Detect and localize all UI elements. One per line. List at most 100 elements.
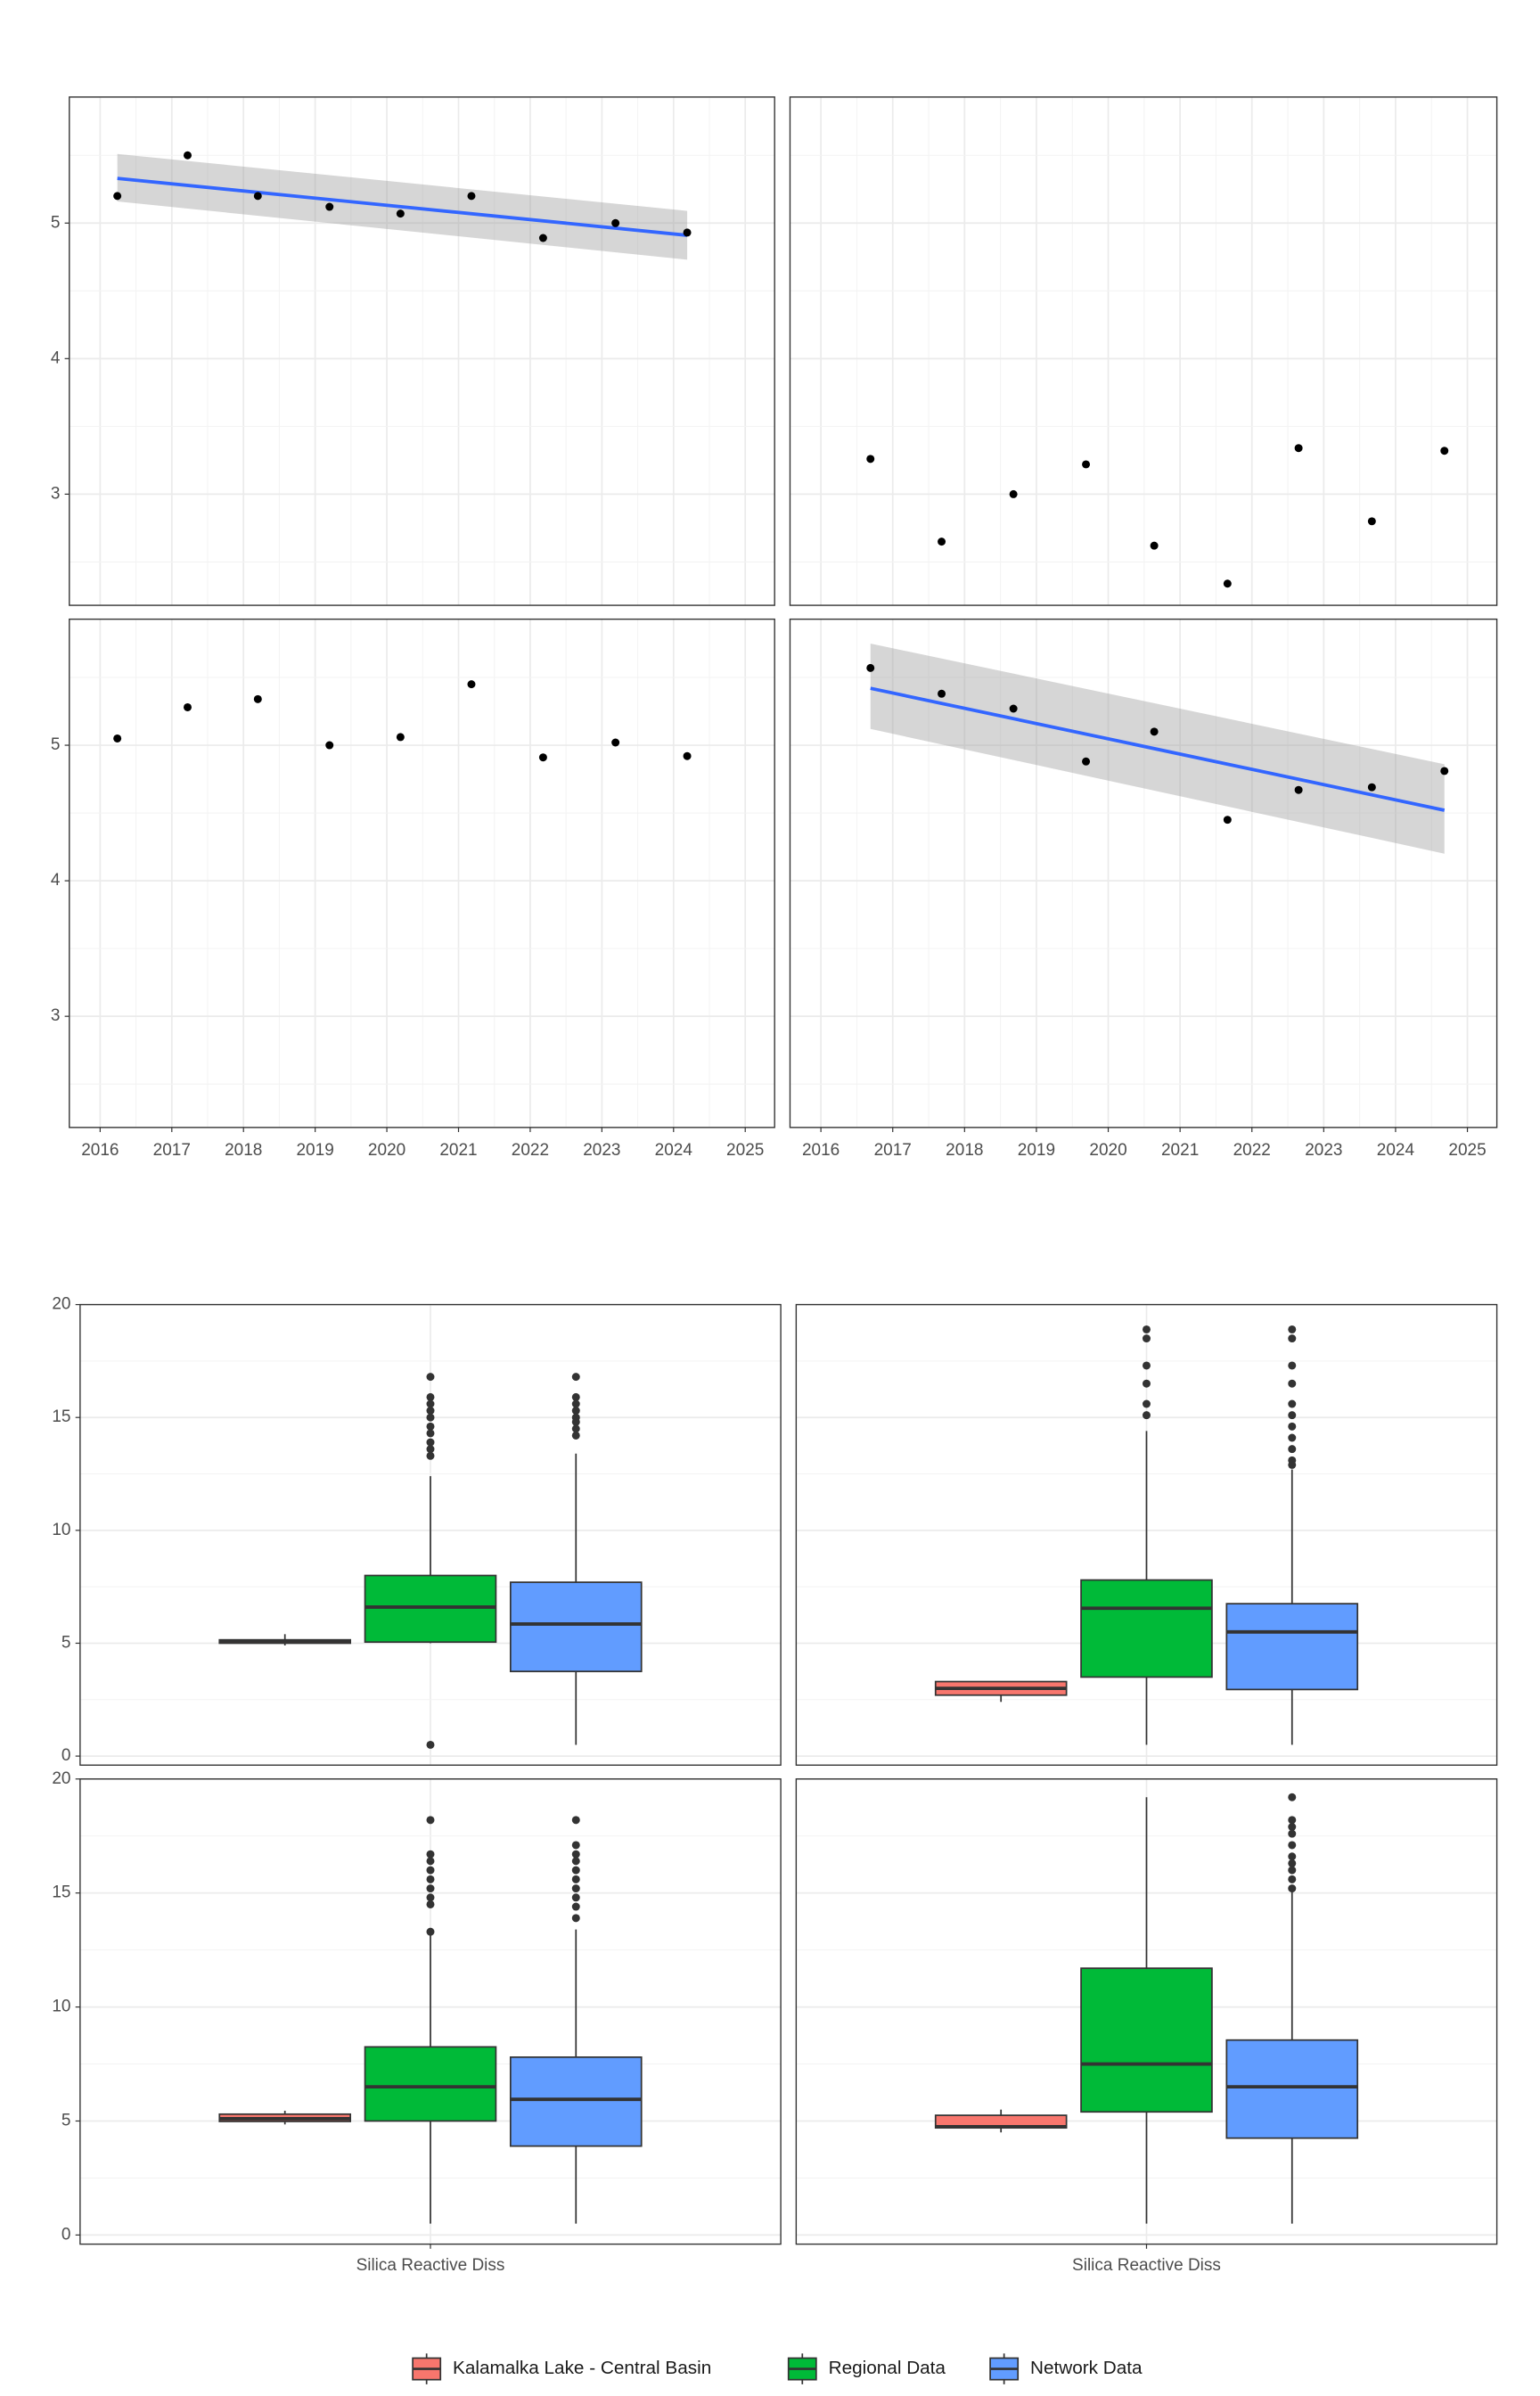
x-tick-label: 2019: [297, 1141, 334, 1160]
outlier: [1288, 1334, 1297, 1343]
outlier: [426, 1422, 435, 1431]
outlier: [426, 1407, 435, 1415]
outlier: [1288, 1361, 1297, 1370]
point: [467, 680, 476, 689]
x-tick-label: 2021: [439, 1141, 477, 1160]
outlier: [426, 1900, 435, 1908]
point: [683, 751, 692, 760]
outlier: [1142, 1379, 1151, 1388]
outlier: [1288, 1816, 1297, 1825]
point: [538, 234, 547, 242]
point: [1223, 816, 1232, 825]
point: [253, 694, 262, 703]
y-tick-label: 5: [51, 735, 61, 754]
outlier: [426, 1927, 435, 1936]
point: [183, 702, 192, 711]
y-tick-label: 0: [61, 2225, 71, 2244]
outlier: [426, 1857, 435, 1866]
outlier: [1142, 1334, 1151, 1343]
x-tick-label: 2025: [1448, 1141, 1486, 1160]
point: [113, 192, 122, 201]
point: [325, 741, 334, 750]
y-tick-label: 10: [52, 1521, 70, 1539]
outlier: [571, 1914, 580, 1923]
legend-label: Kalamalka Lake - Central Basin: [453, 2358, 711, 2378]
point: [866, 455, 875, 464]
point: [866, 663, 875, 672]
point: [396, 209, 405, 218]
y-tick-label: 3: [51, 1006, 61, 1025]
trend-line: [870, 686, 1446, 812]
outlier: [1288, 1829, 1297, 1838]
y-tick-label: 20: [52, 1769, 70, 1788]
outlier: [571, 1857, 580, 1866]
x-tick-label: 2023: [1305, 1141, 1342, 1160]
outlier: [571, 1373, 580, 1382]
x-tick-label: 2024: [655, 1141, 693, 1160]
outlier: [571, 1431, 580, 1440]
point: [1082, 460, 1091, 469]
x-tick-label: 2016: [802, 1141, 840, 1160]
outlier: [1288, 1841, 1297, 1850]
outlier: [426, 1438, 435, 1447]
y-tick-label: 4: [51, 349, 61, 367]
outlier: [571, 1866, 580, 1875]
outlier: [571, 1407, 580, 1415]
outlier: [1142, 1361, 1151, 1370]
x-tick-label: 2023: [583, 1141, 620, 1160]
legend-label: Network Data: [1030, 2358, 1143, 2378]
point: [325, 202, 334, 211]
panel-border: [69, 618, 775, 1128]
point: [1294, 785, 1303, 794]
outlier: [571, 1424, 580, 1433]
point: [1223, 579, 1232, 588]
outlier: [426, 1884, 435, 1893]
outlier: [1288, 1422, 1297, 1431]
panel-border: [789, 618, 1498, 1128]
point: [538, 753, 547, 762]
outlier: [1288, 1325, 1297, 1333]
point: [1367, 517, 1376, 526]
outlier: [571, 1850, 580, 1859]
y-tick-label: 10: [52, 1998, 70, 2016]
x-tick-label: 2018: [946, 1141, 983, 1160]
x-tick-label: 2019: [1018, 1141, 1055, 1160]
point: [1150, 727, 1159, 736]
y-tick-label: 15: [52, 1407, 70, 1426]
box: [509, 1581, 643, 1672]
x-tick-label: 2017: [153, 1141, 191, 1160]
outlier: [426, 1866, 435, 1875]
outlier: [426, 1740, 435, 1749]
point: [683, 228, 692, 237]
point: [1440, 767, 1449, 775]
point: [396, 733, 405, 742]
box: [509, 2056, 643, 2147]
point: [1009, 704, 1018, 713]
outlier: [1288, 1379, 1297, 1388]
point: [938, 537, 946, 546]
panel-border: [789, 96, 1498, 606]
outlier: [1288, 1399, 1297, 1408]
x-tick-label: Silica Reactive Diss: [356, 2256, 505, 2275]
box: [1080, 1579, 1213, 1678]
point: [1367, 783, 1376, 792]
outlier: [426, 1816, 435, 1825]
outlier: [426, 1392, 435, 1401]
outlier: [1142, 1411, 1151, 1420]
outlier: [571, 1884, 580, 1893]
y-tick-label: 4: [51, 871, 61, 890]
point: [253, 192, 262, 201]
panel-border: [79, 1303, 782, 1766]
outlier: [426, 1875, 435, 1883]
x-tick-label: 2025: [726, 1141, 764, 1160]
outlier: [426, 1399, 435, 1408]
outlier: [1288, 1884, 1297, 1893]
point: [1009, 489, 1018, 498]
y-tick-label: 20: [52, 1295, 70, 1314]
point: [113, 734, 122, 743]
outlier: [571, 1399, 580, 1408]
outlier: [571, 1417, 580, 1426]
